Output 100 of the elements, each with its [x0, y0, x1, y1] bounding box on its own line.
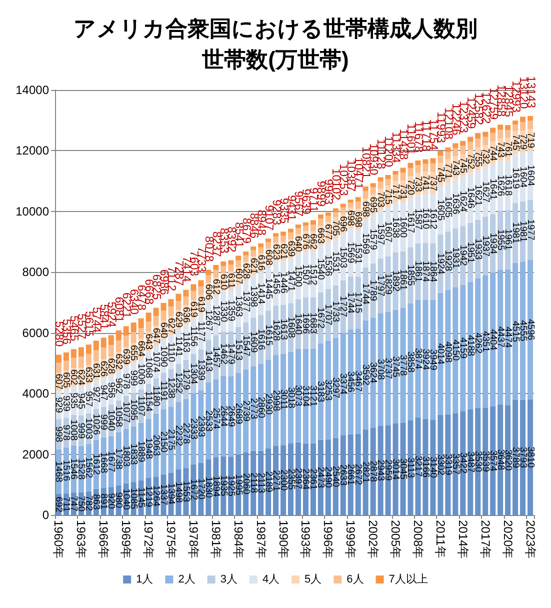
x-tick-label: 2020年 — [500, 520, 515, 559]
bar — [460, 140, 466, 146]
bar — [236, 260, 242, 268]
bar — [520, 122, 526, 131]
bar — [475, 278, 481, 408]
bar — [93, 340, 99, 350]
bar — [512, 262, 518, 400]
bar — [100, 348, 106, 360]
data-label: 998 — [53, 426, 64, 442]
x-tick-label: 1984年 — [231, 520, 246, 559]
bar — [130, 332, 136, 343]
y-tick-label: 6000 — [22, 326, 50, 340]
legend-label: 3人 — [220, 574, 238, 586]
bar — [468, 142, 474, 150]
bar — [190, 290, 196, 300]
bar — [370, 183, 376, 188]
chart-title: アメリカ合衆国における世帯構成人数別世帯数(万世帯) — [74, 16, 478, 72]
bar — [280, 236, 286, 242]
bar — [206, 275, 212, 283]
bar — [116, 340, 122, 352]
bar — [348, 202, 354, 208]
bar — [452, 413, 458, 515]
bar — [206, 270, 212, 276]
bar — [520, 400, 526, 515]
bar — [468, 409, 474, 515]
bar — [332, 208, 338, 212]
x-tick-label: 2023年 — [523, 520, 538, 559]
bar — [475, 133, 481, 139]
bar — [362, 190, 368, 199]
bar — [482, 275, 488, 408]
x-tick-label: 1981年 — [208, 520, 223, 559]
data-label: 1468 — [53, 461, 64, 482]
bar — [340, 207, 346, 214]
bar — [460, 284, 466, 412]
legend-label: 4人 — [262, 574, 280, 586]
bar — [288, 228, 294, 233]
bar — [505, 125, 511, 130]
bar — [498, 270, 504, 404]
bar — [392, 170, 398, 175]
bar — [138, 328, 144, 339]
x-tick-label: 1975年 — [164, 520, 178, 559]
bar — [146, 312, 152, 322]
bar — [378, 313, 384, 426]
bar — [258, 247, 264, 254]
bar — [310, 348, 316, 444]
x-tick-label: 1996年 — [321, 520, 336, 559]
bar — [258, 243, 264, 248]
bar — [288, 232, 294, 240]
x-tick-label: 1960年 — [52, 520, 66, 559]
bar — [236, 256, 242, 260]
bar — [243, 252, 249, 256]
bar — [498, 124, 504, 130]
bar — [70, 349, 76, 358]
bar — [378, 177, 384, 182]
bar — [355, 202, 361, 209]
y-tick-label: 4000 — [22, 386, 50, 401]
bar — [355, 197, 361, 202]
x-tick-label: 1963年 — [74, 520, 88, 559]
bar — [482, 136, 488, 146]
bar — [475, 138, 481, 148]
bar — [498, 130, 504, 138]
legend-label: 5人 — [304, 574, 322, 586]
bar — [250, 366, 256, 451]
bar — [123, 336, 129, 347]
bar — [452, 287, 458, 414]
bar — [318, 214, 324, 219]
bar — [392, 174, 398, 181]
x-tick-label: 1999年 — [344, 520, 358, 559]
bar — [198, 286, 204, 295]
x-tick-label: 2011年 — [433, 520, 448, 558]
bar — [146, 322, 152, 332]
bar — [220, 266, 226, 273]
bar — [460, 146, 466, 154]
bar — [153, 316, 159, 326]
x-tick-label: 2014年 — [456, 520, 470, 559]
bar — [116, 330, 122, 340]
y-tick-label: 12000 — [16, 144, 50, 158]
data-label: 607 — [53, 374, 64, 390]
bar — [505, 130, 511, 138]
bar — [153, 308, 159, 316]
bar — [468, 282, 474, 410]
bar — [295, 224, 302, 228]
bar — [310, 224, 316, 232]
x-tick-label: 1987年 — [254, 520, 268, 559]
bar — [490, 272, 496, 407]
bar — [56, 354, 62, 363]
bar — [310, 220, 316, 225]
bar — [460, 411, 466, 515]
bar — [520, 116, 526, 122]
bar — [370, 187, 376, 194]
bar — [228, 260, 234, 265]
bar — [482, 132, 488, 137]
bar — [332, 212, 338, 218]
bar — [78, 347, 84, 357]
bar — [325, 212, 331, 216]
bar — [385, 312, 391, 426]
bar — [86, 354, 92, 366]
bar — [348, 200, 354, 203]
bar — [445, 147, 451, 152]
bar — [318, 218, 324, 226]
